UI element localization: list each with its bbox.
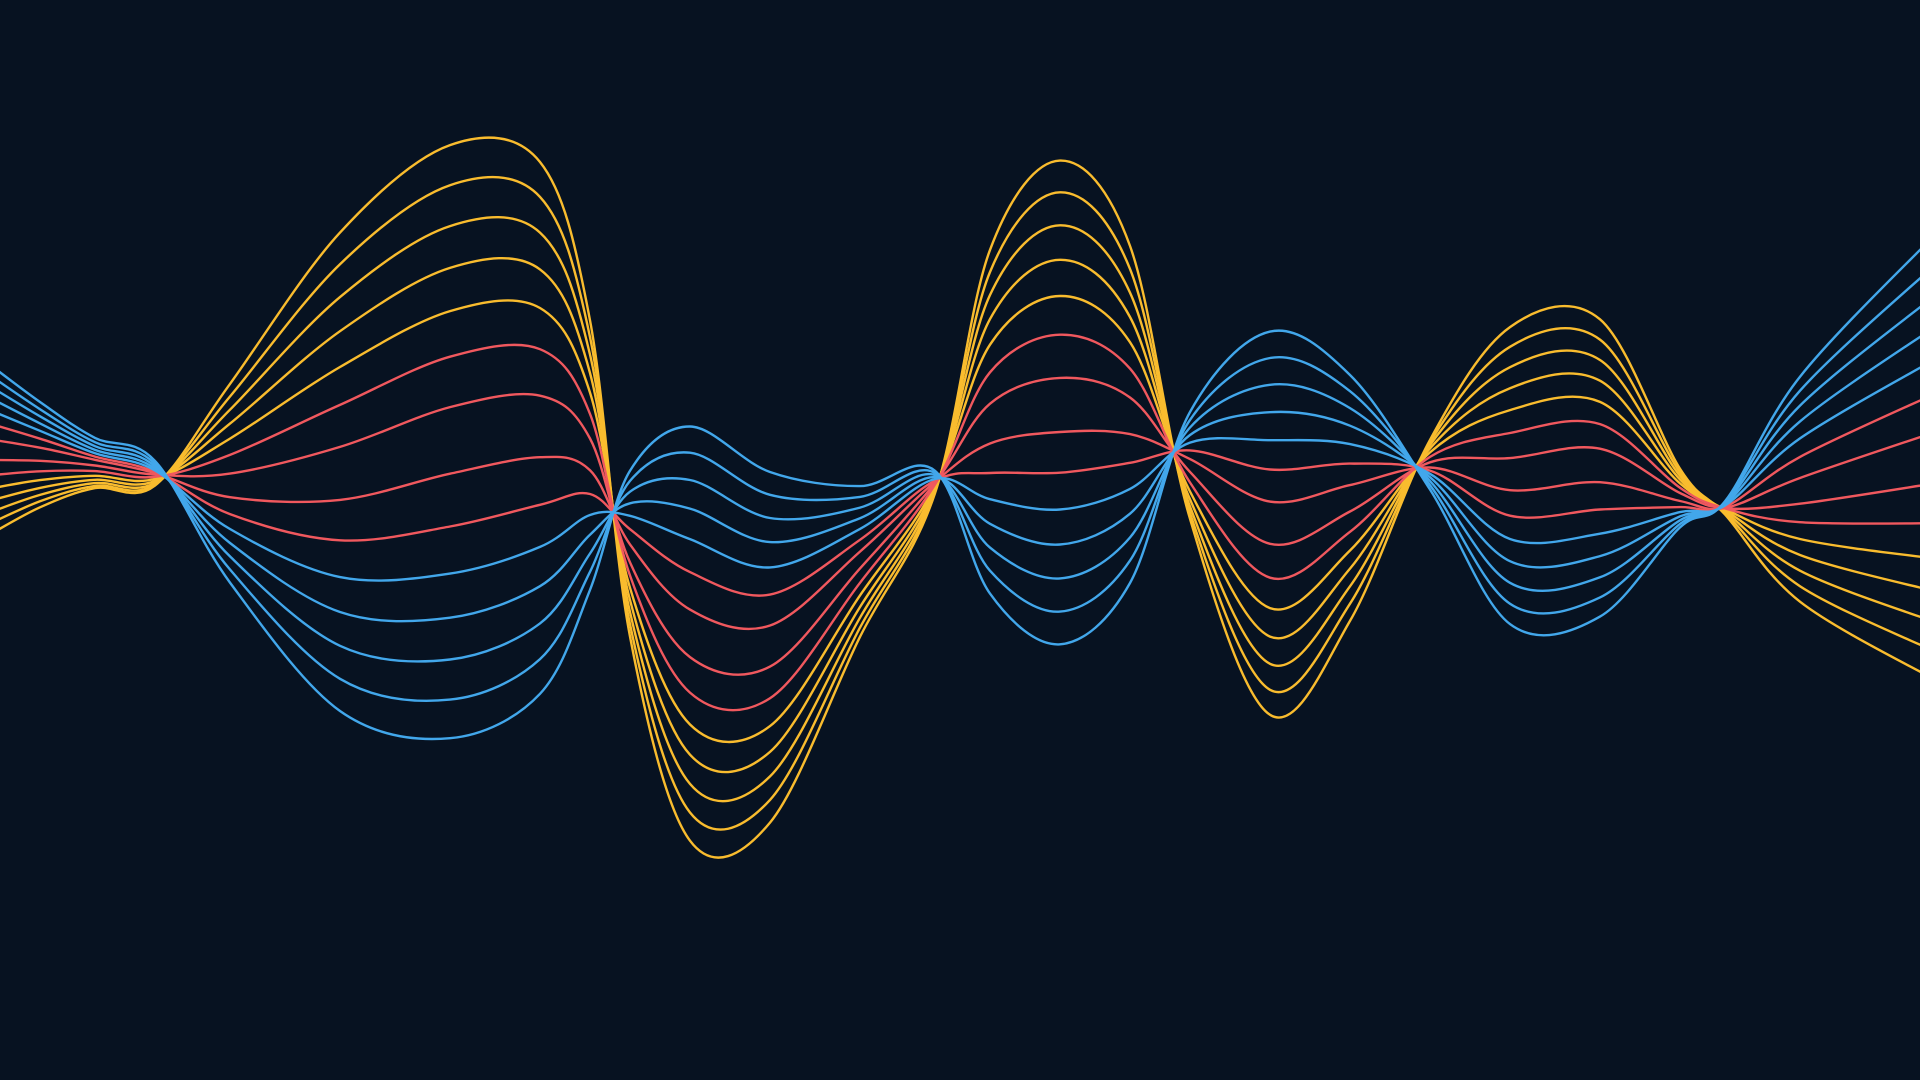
blue-wave-line: [0, 305, 1920, 663]
blue-wave-line: [0, 276, 1920, 702]
red-wave-line: [0, 399, 1920, 597]
blue-lines: [0, 248, 1920, 741]
red-lines: [0, 333, 1920, 712]
blue-wave-line: [0, 248, 1920, 741]
wave-lines: [0, 136, 1920, 859]
blue-wave-line: [0, 335, 1920, 623]
